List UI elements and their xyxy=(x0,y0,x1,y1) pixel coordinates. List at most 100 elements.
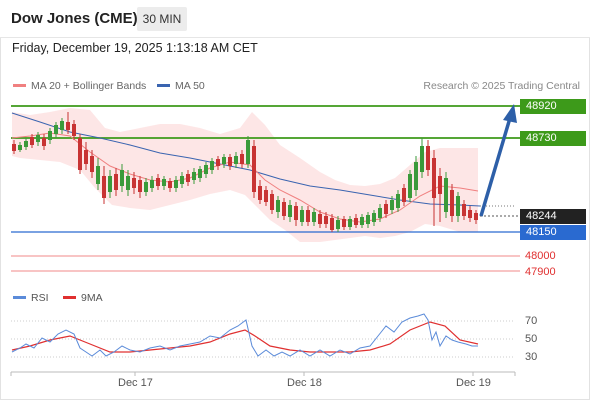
candle xyxy=(360,214,364,228)
candle xyxy=(312,208,316,226)
candle xyxy=(294,202,298,226)
candle xyxy=(438,168,442,222)
candle xyxy=(144,178,148,196)
candle xyxy=(12,140,16,154)
rsi-ma-line xyxy=(11,321,479,353)
price-tag-48150: 48150 xyxy=(520,225,586,240)
candle xyxy=(258,180,262,204)
price-tag-48920: 48920 xyxy=(520,99,586,114)
rsi-tick-50: 50 xyxy=(525,333,538,345)
candle xyxy=(60,118,64,134)
candle xyxy=(180,172,184,188)
candle xyxy=(240,150,244,168)
date-label-dec19: Dec 19 xyxy=(456,377,491,389)
candle xyxy=(468,206,472,222)
candle xyxy=(114,168,118,196)
candle xyxy=(366,212,370,228)
candle xyxy=(156,174,160,190)
candle xyxy=(150,176,154,192)
candle xyxy=(414,156,418,196)
rsi-legend: RSI xyxy=(13,292,49,304)
candle xyxy=(474,210,478,224)
ma20-swatch xyxy=(13,83,26,87)
rsi-swatch xyxy=(13,295,26,299)
price-tag-48730: 48730 xyxy=(520,131,586,146)
chart-datetime: Friday, December 19, 2025 1:13:18 AM CET xyxy=(12,41,258,55)
candle xyxy=(234,152,238,168)
date-label-dec17: Dec 17 xyxy=(118,377,153,389)
rsi-tick-70: 70 xyxy=(525,315,538,327)
candle xyxy=(18,142,22,152)
candle xyxy=(78,134,82,174)
candle xyxy=(96,158,100,190)
rsi-tick-30: 30 xyxy=(525,351,538,363)
candle xyxy=(216,156,220,170)
candle xyxy=(192,168,196,184)
candle xyxy=(102,166,106,204)
candle xyxy=(390,196,394,214)
candle xyxy=(306,206,310,226)
candle xyxy=(186,170,190,186)
candle xyxy=(456,192,460,222)
candle xyxy=(168,178,172,192)
candle xyxy=(432,150,436,226)
rsi-ma-legend: 9MA xyxy=(63,292,103,304)
candle xyxy=(372,210,376,226)
candle xyxy=(426,140,430,176)
candle xyxy=(162,176,166,190)
rsi-ma-label: 9MA xyxy=(81,292,103,304)
candle xyxy=(222,154,226,168)
candle xyxy=(462,200,466,220)
candle xyxy=(48,128,52,144)
candle xyxy=(342,216,346,230)
candle xyxy=(450,184,454,222)
candle xyxy=(174,176,178,192)
candle xyxy=(54,122,58,138)
candle xyxy=(90,150,94,178)
candle xyxy=(402,184,406,206)
candle xyxy=(282,198,286,220)
candle xyxy=(72,120,76,140)
date-label-dec18: Dec 18 xyxy=(287,377,322,389)
candle xyxy=(354,214,358,228)
ma50-swatch xyxy=(157,83,170,87)
candle xyxy=(264,186,268,206)
legend-ma20: MA 20 + Bollinger Bands xyxy=(13,80,146,92)
candle xyxy=(24,138,28,150)
ma20-line xyxy=(11,132,479,223)
price-level-48000: 48000 xyxy=(525,250,556,262)
price-tag-last: 48244 xyxy=(520,209,586,224)
chart-header: Dow Jones (CME) 30 MIN xyxy=(0,0,590,38)
bollinger-band xyxy=(12,108,478,242)
candle xyxy=(378,204,382,222)
candle xyxy=(444,172,448,218)
candle xyxy=(42,134,46,150)
candle xyxy=(270,190,274,214)
candle xyxy=(204,162,208,178)
candle xyxy=(210,158,214,174)
candle xyxy=(420,138,424,178)
rsi-line xyxy=(11,313,478,357)
candle xyxy=(252,140,256,198)
candle xyxy=(384,200,388,218)
candle xyxy=(246,136,250,168)
research-credit: Research © 2025 Trading Central xyxy=(423,80,580,92)
candle xyxy=(408,170,412,202)
candle xyxy=(300,206,304,226)
candle xyxy=(30,134,34,148)
candle xyxy=(138,176,142,198)
candle xyxy=(324,212,328,228)
candles xyxy=(12,112,478,232)
ma20-label: MA 20 + Bollinger Bands xyxy=(31,80,147,92)
candle xyxy=(276,196,280,218)
candle xyxy=(330,214,334,232)
timeframe-button[interactable]: 30 MIN xyxy=(137,7,187,31)
candle xyxy=(66,112,70,134)
candle xyxy=(108,170,112,198)
projection-arrow-head xyxy=(503,104,517,123)
candle xyxy=(84,142,88,170)
candle xyxy=(228,154,232,170)
rsi-label: RSI xyxy=(31,292,49,304)
price-level-47900: 47900 xyxy=(525,266,556,278)
